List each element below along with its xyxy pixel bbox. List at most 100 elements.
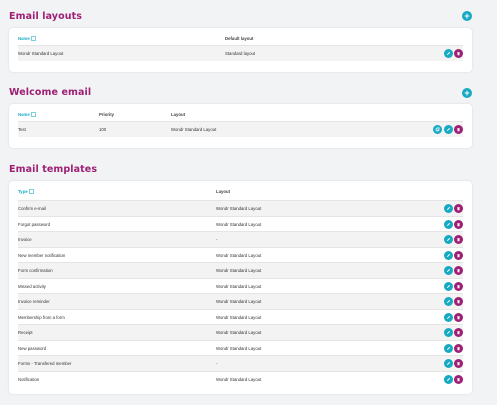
table-row: Missed activity Wondr Standard Layout — [18, 277, 463, 294]
edit-button[interactable] — [443, 297, 453, 306]
sort-icon — [30, 36, 36, 42]
edit-button[interactable] — [443, 281, 453, 291]
trash-icon — [457, 128, 460, 132]
delete-button[interactable] — [454, 49, 463, 58]
template-type-cell: New member notification — [18, 252, 66, 258]
delete-button[interactable] — [454, 250, 463, 260]
pencil-icon — [446, 377, 450, 381]
table-row: Notification Wondr Standard Layout — [18, 370, 463, 387]
email-layouts-card: Name Default layout Wondr Standard Layou… — [9, 28, 472, 72]
edit-button[interactable] — [443, 125, 453, 134]
table-row: New password Wondr Standard Layout — [18, 339, 463, 356]
delete-button[interactable] — [454, 343, 463, 353]
email-templates-title: Email templates — [9, 164, 98, 175]
template-type-cell: Forgot password — [18, 221, 51, 227]
template-type-cell: Receipt — [18, 330, 33, 335]
pencil-icon — [446, 315, 450, 319]
edit-button[interactable] — [443, 359, 453, 368]
edit-button[interactable] — [443, 343, 453, 353]
duplicate-button[interactable] — [433, 125, 442, 134]
welcome-email-card: Name Priority Layout Test 100 Wondr Stan… — [9, 104, 472, 148]
table-row: Test 100 Wondr Standard Layout — [18, 121, 463, 137]
row-actions — [443, 204, 463, 213]
table-row: Membership from a form Wondr Standard Lay… — [18, 308, 463, 325]
template-type-cell: Confirm e-mail — [18, 206, 46, 211]
table-row: Forms - Transfered member - — [18, 355, 463, 371]
trash-icon — [457, 222, 460, 226]
delete-button[interactable] — [454, 328, 463, 337]
delete-button[interactable] — [454, 281, 463, 291]
edit-button[interactable] — [443, 219, 453, 229]
edit-button[interactable] — [443, 266, 453, 275]
delete-button[interactable] — [454, 374, 463, 384]
pencil-icon — [446, 361, 450, 365]
template-layout-cell: Wondr Standard Layout — [216, 283, 262, 289]
row-actions — [443, 49, 463, 58]
layout-header: Layout — [171, 112, 186, 117]
edit-button[interactable] — [443, 235, 453, 244]
template-type-cell: Membership from a form — [18, 314, 65, 320]
delete-button[interactable] — [454, 125, 463, 134]
add-layout-button[interactable]: + — [462, 11, 472, 21]
trash-icon — [457, 284, 460, 288]
copy-icon — [435, 127, 440, 132]
row-actions — [443, 374, 463, 384]
add-welcome-button[interactable]: + — [462, 88, 472, 98]
delete-button[interactable] — [454, 219, 463, 229]
table-header: Type Layout — [18, 184, 463, 199]
template-type-cell: Notification — [18, 376, 40, 382]
edit-button[interactable] — [443, 204, 453, 213]
template-type-cell: Invoice reminder — [18, 299, 50, 304]
pencil-icon — [446, 222, 450, 226]
pencil-icon — [446, 346, 450, 350]
trash-icon — [457, 346, 460, 350]
template-type-cell: Invoice — [18, 237, 32, 242]
delete-button[interactable] — [454, 359, 463, 368]
template-layout-cell: Wondr Standard Layout — [216, 330, 262, 335]
edit-button[interactable] — [443, 250, 453, 260]
layout-header: Layout — [216, 189, 231, 194]
edit-button[interactable] — [443, 328, 453, 337]
priority-cell: 100 — [99, 127, 107, 132]
template-layout-cell: Wondr Standard Layout — [216, 221, 262, 227]
pencil-icon — [446, 330, 450, 334]
table-header: Name Default layout — [18, 31, 463, 46]
template-type-cell: Missed activity — [18, 283, 46, 289]
row-actions — [443, 235, 463, 244]
row-actions — [443, 312, 463, 322]
welcome-email-title: Welcome email — [9, 87, 92, 98]
table-row: New member notification Wondr Standard La… — [18, 246, 463, 263]
row-actions — [443, 297, 463, 306]
pencil-icon — [446, 51, 450, 55]
row-actions — [443, 266, 463, 275]
edit-button[interactable] — [443, 49, 453, 58]
row-actions — [443, 359, 463, 368]
trash-icon — [457, 253, 460, 257]
edit-button[interactable] — [443, 374, 453, 384]
trash-icon — [457, 52, 460, 56]
table-row: Confirm e-mail Wondr Standard Layout — [18, 200, 463, 216]
template-layout-cell: Wondr Standard Layout — [216, 206, 262, 211]
delete-button[interactable] — [454, 312, 463, 322]
pencil-icon — [446, 253, 450, 257]
trash-icon — [457, 238, 460, 242]
sort-name-header[interactable]: Name — [18, 31, 36, 46]
delete-button[interactable] — [454, 235, 463, 244]
table-header: Name Priority Layout — [18, 107, 463, 122]
sort-type-header[interactable]: Type — [18, 184, 34, 199]
template-type-cell: New password — [18, 345, 47, 351]
delete-button[interactable] — [454, 204, 463, 213]
row-actions — [433, 125, 463, 134]
delete-button[interactable] — [454, 297, 463, 306]
priority-header: Priority — [99, 112, 115, 117]
edit-button[interactable] — [443, 312, 453, 322]
template-layout-cell: Wondr Standard Layout — [216, 299, 262, 304]
template-type-cell: Forms - Transfered member — [18, 361, 72, 366]
row-actions — [443, 219, 463, 229]
pencil-icon — [446, 127, 450, 131]
template-layout-cell: Wondr Standard Layout — [216, 376, 262, 382]
sort-name-header[interactable]: Name — [18, 107, 36, 122]
template-layout-cell: - — [216, 361, 218, 366]
template-layout-cell: Wondr Standard Layout — [216, 268, 262, 273]
delete-button[interactable] — [454, 266, 463, 275]
